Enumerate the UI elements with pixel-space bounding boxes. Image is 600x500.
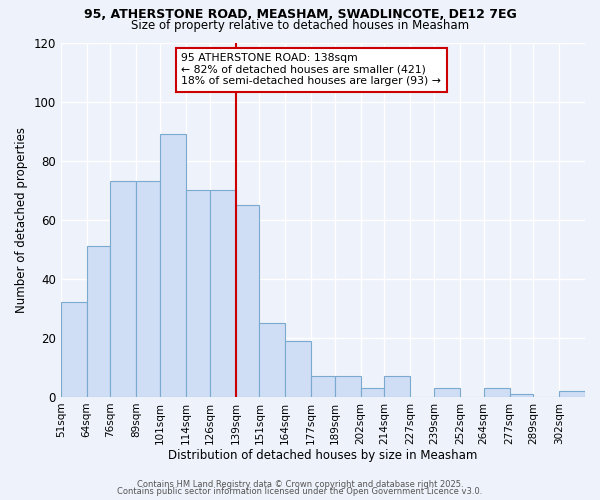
Bar [86, 246, 110, 397]
Bar [210, 190, 236, 397]
Bar [559, 391, 585, 397]
Bar [61, 302, 86, 397]
X-axis label: Distribution of detached houses by size in Measham: Distribution of detached houses by size … [168, 450, 478, 462]
Bar [385, 376, 410, 397]
Text: Contains public sector information licensed under the Open Government Licence v3: Contains public sector information licen… [118, 487, 482, 496]
Bar [160, 134, 186, 397]
Bar [434, 388, 460, 397]
Text: 95, ATHERSTONE ROAD, MEASHAM, SWADLINCOTE, DE12 7EG: 95, ATHERSTONE ROAD, MEASHAM, SWADLINCOT… [83, 8, 517, 20]
Bar [136, 182, 160, 397]
Y-axis label: Number of detached properties: Number of detached properties [15, 126, 28, 312]
Bar [311, 376, 335, 397]
Bar [509, 394, 533, 397]
Bar [285, 341, 311, 397]
Text: Contains HM Land Registry data © Crown copyright and database right 2025.: Contains HM Land Registry data © Crown c… [137, 480, 463, 489]
Text: 95 ATHERSTONE ROAD: 138sqm
← 82% of detached houses are smaller (421)
18% of sem: 95 ATHERSTONE ROAD: 138sqm ← 82% of deta… [181, 53, 441, 86]
Bar [259, 323, 285, 397]
Bar [361, 388, 385, 397]
Bar [484, 388, 509, 397]
Bar [110, 182, 136, 397]
Text: Size of property relative to detached houses in Measham: Size of property relative to detached ho… [131, 18, 469, 32]
Bar [186, 190, 210, 397]
Bar [236, 205, 259, 397]
Bar [335, 376, 361, 397]
